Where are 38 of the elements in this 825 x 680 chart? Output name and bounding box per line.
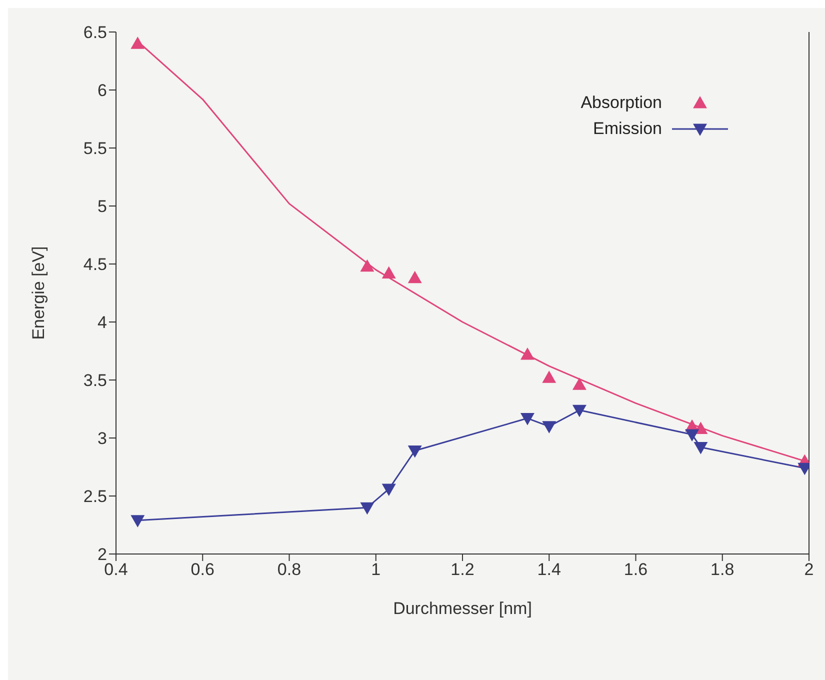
- y-tick-label: 4.5: [83, 255, 107, 274]
- point: [130, 515, 145, 528]
- legend-label: Emission: [593, 119, 662, 139]
- point: [694, 442, 708, 454]
- y-tick-label: 6: [98, 81, 107, 100]
- point: [542, 421, 556, 434]
- y-tick-label: 2: [98, 545, 107, 564]
- point: [408, 446, 422, 458]
- x-tick-label: 1.4: [537, 560, 561, 580]
- y-tick-label: 5.5: [83, 139, 107, 158]
- x-tick-label: 1: [371, 560, 381, 580]
- x-tick-label: 0.6: [190, 560, 214, 580]
- x-axis-title: Durchmesser [nm]: [393, 599, 532, 618]
- point: [360, 259, 374, 272]
- y-axis-title: Energie [eV]: [29, 246, 48, 340]
- point: [360, 502, 374, 515]
- x-tick-label: 1.6: [624, 560, 648, 580]
- x-tick-label: 1.2: [450, 560, 474, 580]
- point: [572, 404, 586, 418]
- y-tick-label: 4: [98, 313, 107, 332]
- y-tick-label: 2.5: [83, 487, 107, 506]
- point: [408, 270, 422, 284]
- x-tick-label: 0.8: [277, 560, 302, 580]
- point: [685, 429, 700, 442]
- point: [572, 378, 586, 390]
- point: [382, 484, 396, 496]
- point: [382, 266, 396, 279]
- point: [542, 370, 556, 383]
- x-tick-label: 2: [804, 560, 814, 580]
- y-tick-label: 3.5: [83, 371, 107, 390]
- y-tick-label: 5: [98, 197, 107, 216]
- x-tick-label: 0.4: [104, 560, 128, 580]
- y-tick-label: 3: [98, 429, 107, 448]
- point: [520, 413, 534, 426]
- y-tick-label: 6.5: [83, 23, 107, 42]
- x-tick-label: 1.8: [710, 560, 734, 580]
- point: [520, 347, 534, 360]
- legend-label: Absorption: [580, 93, 662, 113]
